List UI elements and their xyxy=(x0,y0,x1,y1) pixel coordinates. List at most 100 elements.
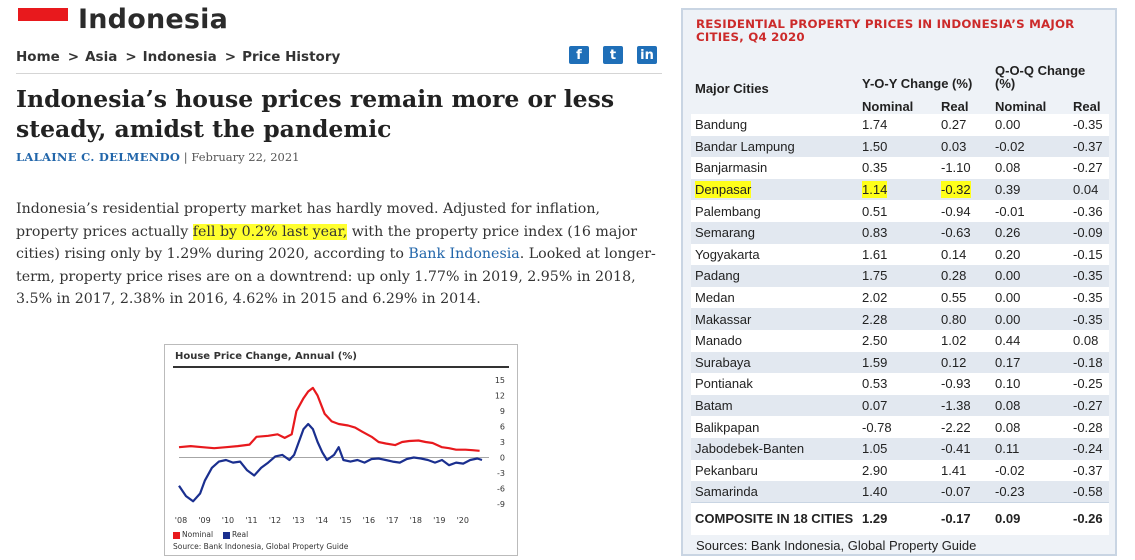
table-row: Padang 1.75 0.28 0.00 -0.35 xyxy=(691,265,1109,287)
legend-nominal: Nominal xyxy=(173,530,213,539)
yoy-nominal-cell: 0.83 xyxy=(858,221,937,244)
yoy-real-cell: 1.02 xyxy=(937,329,991,352)
chart-legend: Nominal Real xyxy=(173,530,248,539)
city-cell: Semarang xyxy=(691,221,858,244)
composite-label: COMPOSITE IN 18 CITIES xyxy=(691,502,858,535)
author-link[interactable]: LALAINE C. DELMENDO xyxy=(16,150,181,164)
subheader-yoy-nominal: Nominal xyxy=(862,99,914,114)
col-header-qoq: Q-O-Q Change (%) xyxy=(995,63,1086,91)
cell-value: 1.50 xyxy=(862,138,888,154)
qoq-nominal-cell: 0.26 xyxy=(991,221,1069,244)
yoy-nominal-cell: 1.40 xyxy=(858,481,937,503)
y-tick-label: 6 xyxy=(500,423,505,432)
composite-row: COMPOSITE IN 18 CITIES 1.29 -0.17 0.09 -… xyxy=(691,502,1109,535)
cell-value: -0.93 xyxy=(941,376,971,392)
cell-value: -0.25 xyxy=(1073,376,1103,392)
city-cell: Yogyakarta xyxy=(691,243,858,266)
table-row: Manado 2.50 1.02 0.44 0.08 xyxy=(691,329,1109,352)
x-tick-label: '10 xyxy=(222,516,234,525)
yoy-nominal-cell: 1.50 xyxy=(858,135,937,158)
breadcrumb-home[interactable]: Home xyxy=(16,49,60,65)
x-tick-label: '19 xyxy=(433,516,445,525)
yoy-real-cell: 1.41 xyxy=(937,459,991,482)
byline: LALAINE C. DELMENDO | February 22, 2021 xyxy=(16,150,300,164)
cell-value: 0.08 xyxy=(995,160,1021,176)
qoq-real-cell: -0.27 xyxy=(1069,157,1109,179)
cell-value: 0.11 xyxy=(995,441,1020,457)
site-title: Indonesia xyxy=(78,4,229,35)
series-line-nominal xyxy=(178,386,480,452)
table-row: Pekanbaru 2.90 1.41 -0.02 -0.37 xyxy=(691,459,1109,482)
breadcrumb-price-history[interactable]: Price History xyxy=(242,49,341,65)
table-row: Medan 2.02 0.55 0.00 -0.35 xyxy=(691,286,1109,309)
yoy-nominal-cell: 2.28 xyxy=(858,308,937,330)
cell-value: 0.17 xyxy=(995,354,1021,370)
table-row: Makassar 2.28 0.80 0.00 -0.35 xyxy=(691,308,1109,330)
cell-value: -1.10 xyxy=(941,160,971,176)
yoy-real-cell: -0.07 xyxy=(937,481,991,503)
yoy-real-cell: -0.93 xyxy=(937,373,991,395)
yoy-nominal-cell: 1.05 xyxy=(858,437,937,460)
qoq-real-cell: -0.37 xyxy=(1069,135,1109,158)
cell-value: 0.14 xyxy=(941,246,967,262)
qoq-nominal-cell: 0.08 xyxy=(991,416,1069,438)
qoq-real-cell: -0.35 xyxy=(1069,286,1109,309)
chart-title-rule xyxy=(173,366,509,368)
x-tick-label: '17 xyxy=(386,516,398,525)
cell-value: 0.00 xyxy=(995,117,1021,133)
x-tick-label: '08 xyxy=(175,516,187,525)
yoy-real-cell: 0.80 xyxy=(937,308,991,330)
table-row: Surabaya 1.59 0.12 0.17 -0.18 xyxy=(691,351,1109,374)
cell-value: -0.28 xyxy=(1073,419,1103,435)
city-cell: Banjarmasin xyxy=(691,157,858,179)
qoq-nominal-cell: -0.02 xyxy=(991,459,1069,482)
cell-value: Bandar Lampung xyxy=(695,138,795,154)
table-row: Denpasar 1.14 -0.32 0.39 0.04 xyxy=(691,178,1109,201)
table-row: Samarinda 1.40 -0.07 -0.23 -0.58 xyxy=(691,481,1109,503)
cell-value: -0.35 xyxy=(1073,268,1103,284)
qoq-real-cell: 0.04 xyxy=(1069,178,1109,201)
qoq-nominal-cell: 0.08 xyxy=(991,394,1069,417)
cell-value: -0.02 xyxy=(995,462,1025,478)
cell-value: 0.53 xyxy=(862,376,888,392)
linkedin-icon[interactable]: in xyxy=(637,46,657,64)
cell-value: 0.26 xyxy=(995,225,1021,241)
qoq-nominal-cell: 0.39 xyxy=(991,178,1069,201)
table-row: Bandar Lampung 1.50 0.03 -0.02 -0.37 xyxy=(691,135,1109,158)
cell-value: -0.18 xyxy=(1073,354,1103,370)
breadcrumb-indonesia[interactable]: Indonesia xyxy=(142,49,217,65)
table-row: Batam 0.07 -1.38 0.08 -0.27 xyxy=(691,394,1109,417)
cell-value: -1.38 xyxy=(941,398,971,414)
yoy-nominal-cell: 0.53 xyxy=(858,373,937,395)
cell-value: 1.75 xyxy=(862,268,888,284)
cell-value: -0.23 xyxy=(995,484,1025,500)
x-tick-label: '18 xyxy=(410,516,422,525)
cell-value: -2.22 xyxy=(941,419,971,435)
cell-value: 0.04 xyxy=(1073,182,1099,198)
cell-value: 2.90 xyxy=(862,462,888,478)
y-tick-label: -6 xyxy=(497,484,505,493)
chart-canvas: 15 12 9 6 3 0 -3 -6 -9 '08 '09 '10 '11 '12 '13 '14 '15 '1… xyxy=(175,376,505,525)
bank-indonesia-link[interactable]: Bank Indonesia xyxy=(408,246,520,262)
x-tick-label: '13 xyxy=(292,516,304,525)
city-cell: Bandar Lampung xyxy=(691,135,858,158)
cell-value: 0.08 xyxy=(1073,333,1099,349)
x-tick-label: '14 xyxy=(316,516,328,525)
cell-value: Samarinda xyxy=(695,484,758,500)
yoy-nominal-cell: 0.07 xyxy=(858,394,937,417)
cell-value: 2.02 xyxy=(862,290,888,306)
cell-value: 0.08 xyxy=(995,398,1021,414)
table-row: Pontianak 0.53 -0.93 0.10 -0.25 xyxy=(691,373,1109,395)
social-share: f t in xyxy=(569,46,657,64)
cell-value: Jabodebek-Banten xyxy=(695,441,805,457)
x-tick-label: '16 xyxy=(363,516,375,525)
cell-value: -0.58 xyxy=(1073,484,1103,500)
subheader-qoq-nominal: Nominal xyxy=(995,99,1047,114)
yoy-real-cell: 0.14 xyxy=(937,243,991,266)
yoy-nominal-cell: 1.14 xyxy=(858,178,937,201)
twitter-icon[interactable]: t xyxy=(603,46,623,64)
facebook-icon[interactable]: f xyxy=(569,46,589,64)
x-tick-label: '15 xyxy=(339,516,351,525)
breadcrumb-asia[interactable]: Asia xyxy=(85,49,118,65)
cell-value: 0.28 xyxy=(941,268,967,284)
